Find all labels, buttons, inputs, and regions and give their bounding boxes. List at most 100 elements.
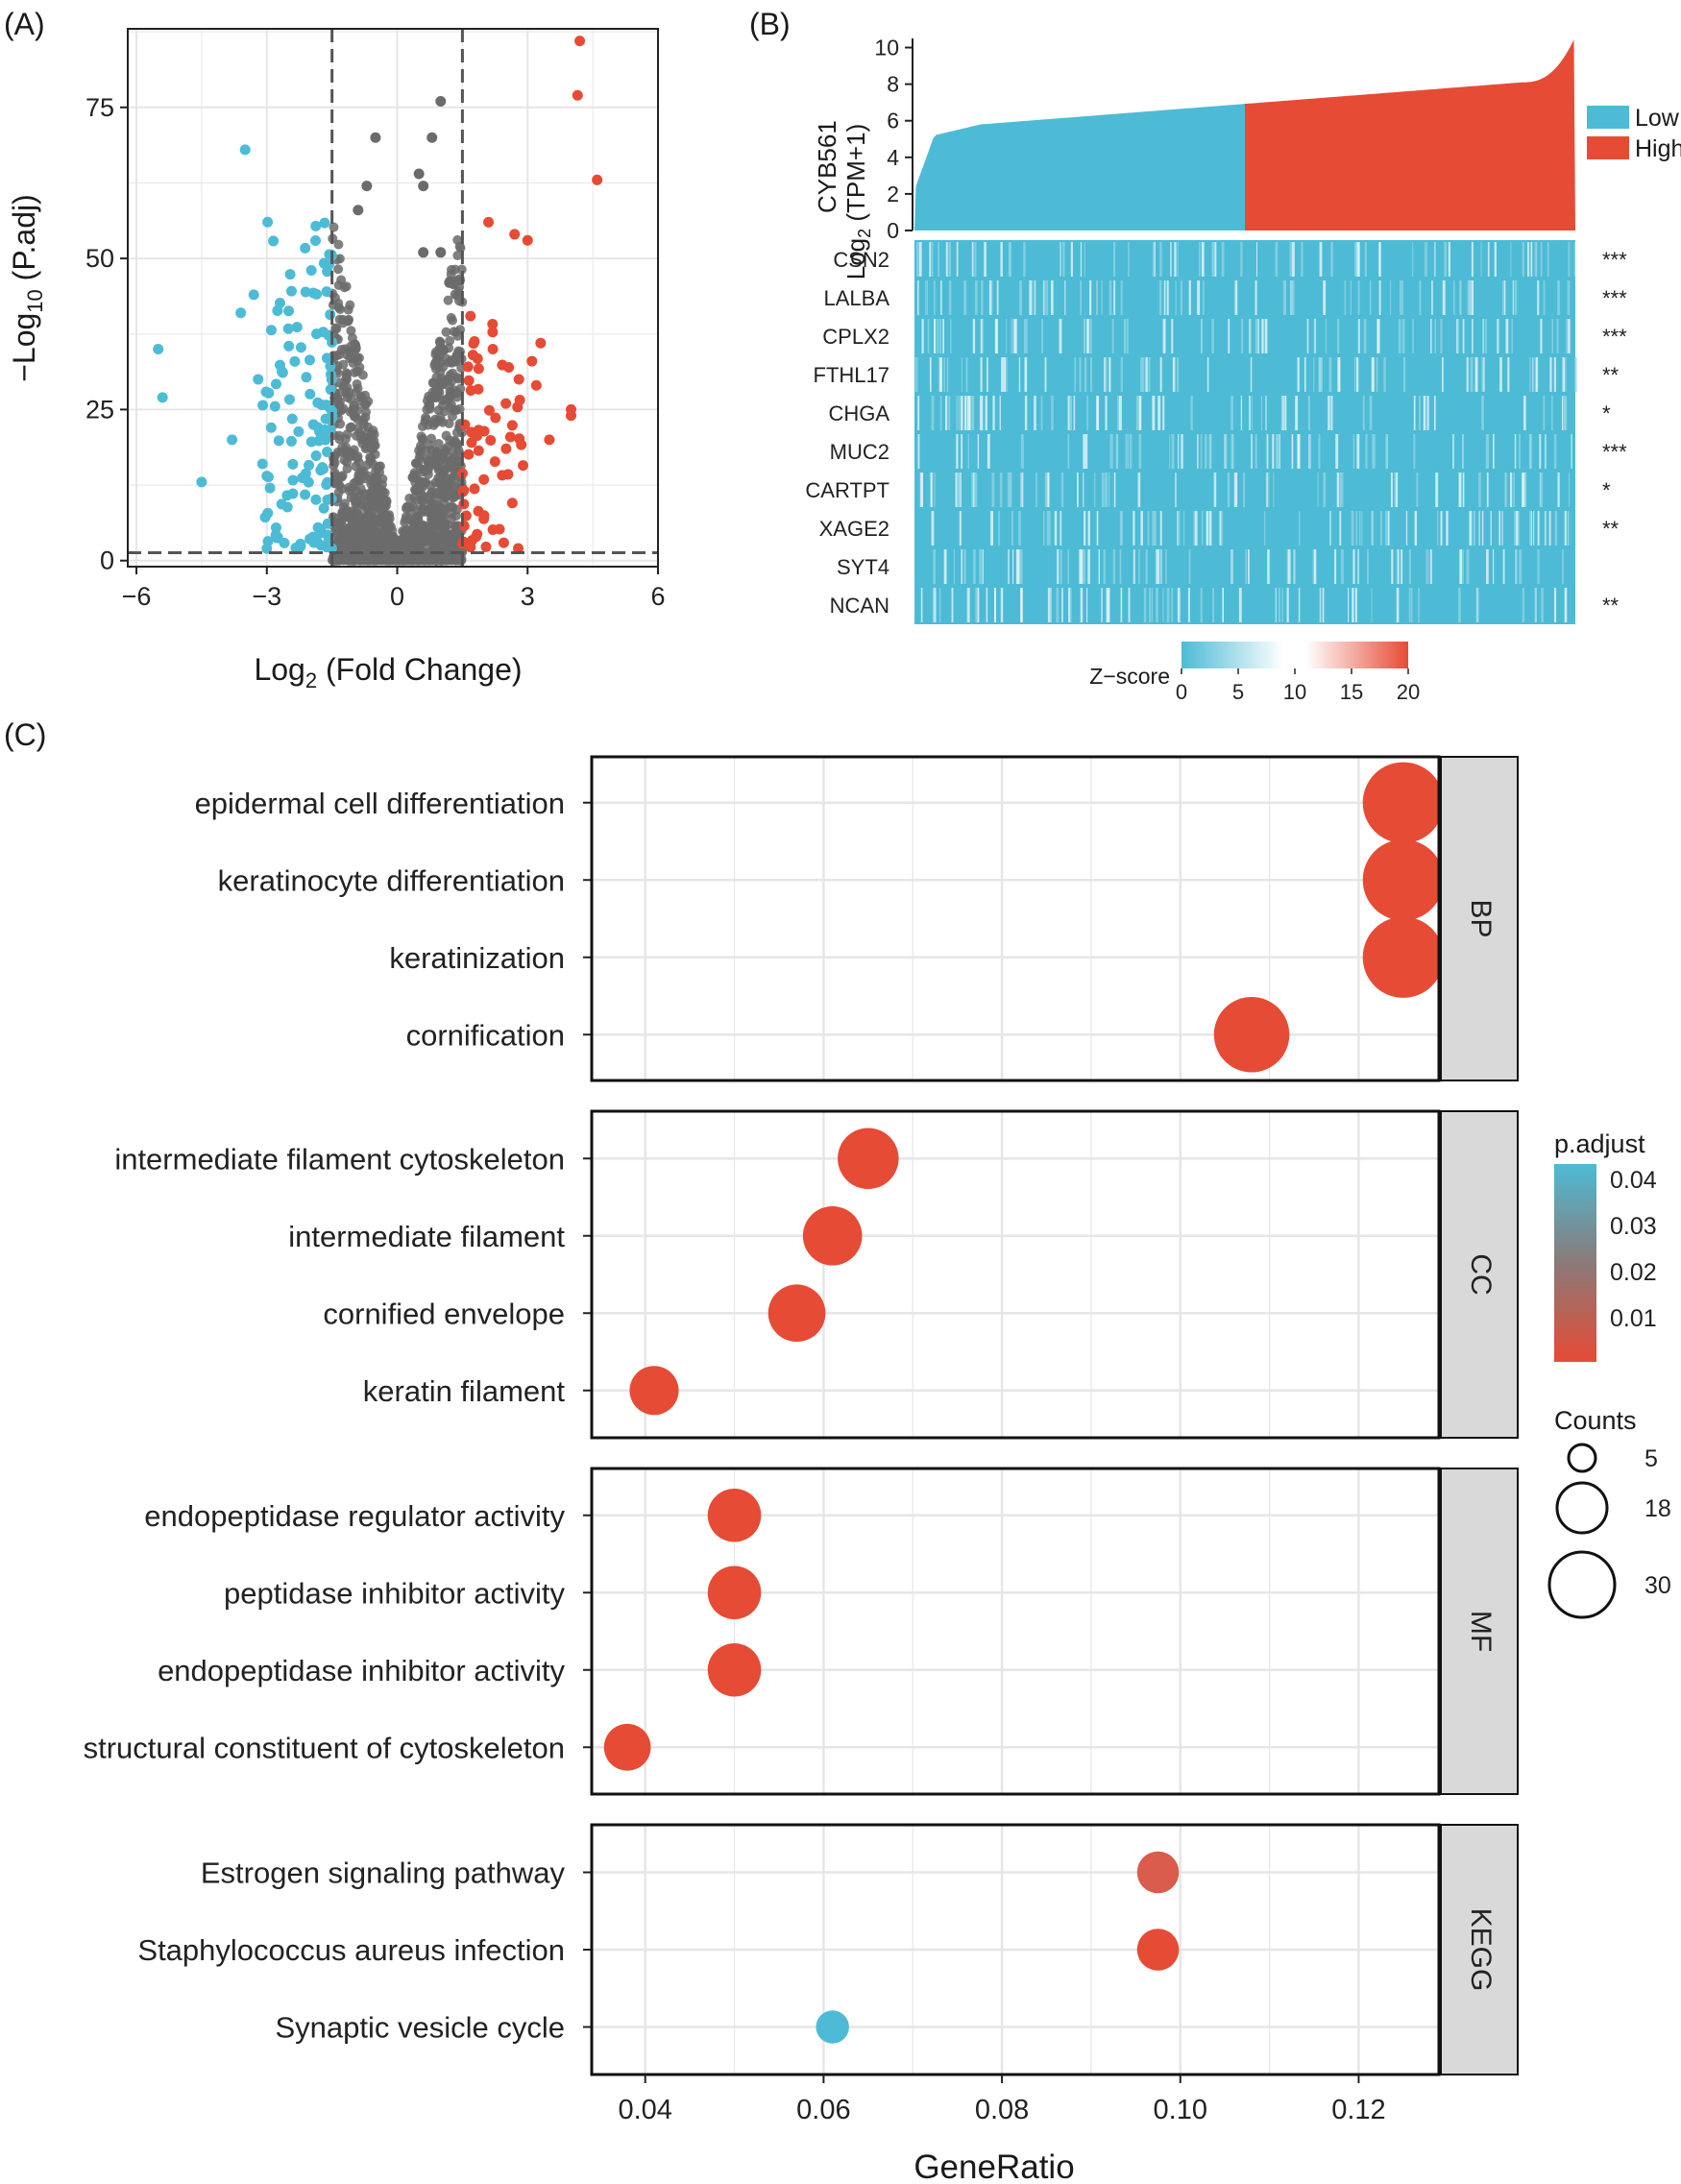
heatmap-cell-stripe [1136,396,1139,430]
heatmap-cell-stripe [1024,396,1028,430]
heatmap-cell-stripe [1377,319,1380,353]
heatmap-cell-stripe [998,511,1001,546]
heatmap-cell-stripe [1255,319,1258,353]
panel-c-label: (C) [4,717,46,752]
heatmap-cell-stripe [963,396,967,430]
heatmap-cell-stripe [1487,434,1490,469]
volcano-y-ticks: 0 25 50 75 [85,93,128,575]
heatmap-cell-stripe [1352,434,1355,469]
heatmap-cell-stripe [966,588,968,622]
heatmap-cell-stripe [990,280,993,315]
heatmap-cell-stripe [980,357,983,392]
heatmap-cell-stripe [1562,357,1566,392]
facet-panel-frame [590,1467,1441,1796]
heatmap-cell-stripe [1141,357,1145,392]
volcano-point-down [300,242,311,254]
volcano-x-tick-label: −6 [122,582,152,611]
cyb561-y-title-gene: CYB561 [813,120,841,213]
term-dot [707,1642,762,1697]
heatmap-cell-stripe [1485,434,1489,469]
heatmap-cell-stripe [1452,280,1455,315]
heatmap-cell-stripe [1336,319,1340,353]
heatmap-cell-stripe [1159,511,1162,546]
volcano-point-up [487,327,499,338]
volcano-point-up [473,383,484,395]
heatmap-cell-stripe [1219,511,1222,546]
heatmap-cell-stripe [1011,319,1013,353]
volcano-point-ns [413,457,424,468]
volcano-point-down [325,309,336,321]
heatmap-cell-stripe [1272,434,1275,469]
heatmap-cell-stripe [1249,319,1252,353]
volcano-point-ns [439,345,450,355]
facet-cc: intermediate filament cytoskeleton interm… [114,1109,1519,1440]
volcano-point-ns [329,222,339,232]
heatmap-cell-stripe [1537,511,1540,546]
heatmap-cell-stripe [1043,280,1046,315]
heatmap-cell-stripe [1507,357,1510,392]
volcano-point-up [498,537,509,548]
heatmap-cell-stripe [1257,319,1259,353]
heatmap-cell-stripe [959,511,962,546]
heatmap-cell-stripe [1211,319,1214,353]
heatmap-cell-stripe [1356,434,1360,469]
heatmap-cell-stripe [1127,434,1130,469]
heatmap-cell-stripe [1010,473,1012,507]
heatmap-cell-stripe [1448,242,1450,277]
heatmap-cell-stripe [1390,473,1393,507]
heatmap-cell-stripe [1344,280,1347,315]
heatmap-cell-stripe [1355,357,1359,392]
volcano-point-ns [333,279,344,290]
volcano-point-ns [337,471,348,481]
volcano-point-down [261,543,273,554]
heatmap-cell-stripe [1423,396,1426,430]
heatmap-cell-stripe [990,511,994,546]
cyb561-y-tick-label: 4 [887,145,899,170]
heatmap-cell-stripe [1170,242,1172,277]
heatmap-cell-stripe [1551,396,1553,430]
term-label: keratinization [389,941,565,975]
heatmap-cell-stripe [1001,357,1004,392]
heatmap-cell-stripe [1493,434,1495,469]
heatmap-row-label: XAGE2 [819,517,889,541]
volcano-x-tick-label: −3 [252,582,281,611]
heatmap-cell-stripe [1111,434,1113,469]
heatmap-cell-stripe [1282,396,1284,430]
heatmap-cell-stripe [1266,473,1268,507]
heatmap-cell-stripe [1111,319,1114,353]
heatmap-cell-stripe [1238,588,1242,622]
heatmap-cell-stripe [1035,473,1037,507]
heatmap-cell-stripe [1101,473,1105,507]
heatmap-cell-stripe [1133,549,1135,584]
volcano-point-ns [361,181,373,192]
volcano-point-ns [451,427,462,438]
heatmap-cell-stripe [1567,280,1571,315]
volcano-point-ns [451,511,461,522]
heatmap-cell-stripe [977,434,980,469]
volcano-point-ns [344,482,354,493]
volcano-point-ns [413,168,425,180]
term-dot [767,1284,826,1343]
heatmap-significance: *** [1602,248,1627,272]
volcano-point-ns [337,507,348,518]
heatmap-cell-stripe [1250,357,1253,392]
heatmap-cell-stripe [1255,280,1257,315]
heatmap-significance: * [1602,401,1611,425]
heatmap-cell-stripe [1318,434,1321,469]
volcano-point-ns [352,453,362,464]
facet-strip-label: CC [1465,1253,1497,1295]
heatmap-cell-stripe [1108,473,1110,507]
cyb561-y-tick-label: 2 [887,182,899,206]
heatmap-cell-stripe [1200,434,1203,469]
volcano-point-down [283,340,295,352]
volcano-point-up [483,216,495,228]
heatmap-cell-stripe [1356,242,1359,277]
heatmap-cell-stripe [1251,434,1253,469]
volcano-point-ns [443,552,453,563]
volcano-point-up [473,445,484,456]
heatmap-cell-stripe [1350,280,1352,315]
volcano-point-ns [433,352,444,362]
volcano-point-ns [433,405,444,416]
volcano-point-ns [355,526,366,537]
volcano-point-ns [417,497,427,507]
